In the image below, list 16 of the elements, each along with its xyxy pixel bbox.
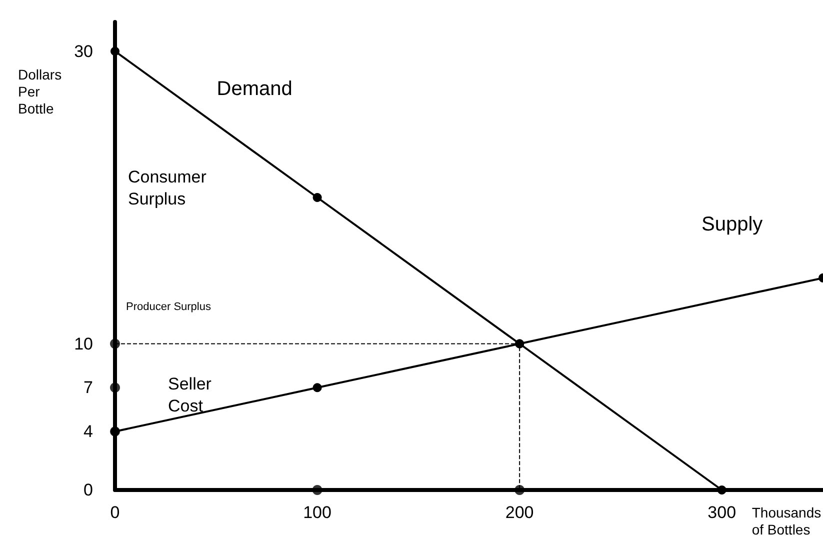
y-tick-label: 10 [74, 334, 93, 354]
y-tick-label: 30 [74, 42, 93, 61]
y-tick-label: 4 [84, 422, 93, 441]
y-tick-label: 7 [84, 378, 93, 398]
x-tick-label: 200 [505, 503, 534, 522]
x-tick-label: 0 [110, 503, 120, 522]
x-axis-title: Thousands of Bottles [752, 504, 822, 538]
text: Supply [702, 213, 763, 236]
series-label: Demand [216, 78, 292, 100]
x-tick-label: 100 [303, 503, 332, 522]
y-tick-label: 0 [84, 480, 93, 500]
y-axis-title: Dollars Per Bottle [18, 66, 62, 116]
x-tick-label: 300 [708, 503, 736, 522]
annotation: Consumer Surplus [128, 168, 207, 208]
annotation: Seller Cost [168, 374, 212, 416]
annotation: Producer Surplus [126, 301, 212, 313]
